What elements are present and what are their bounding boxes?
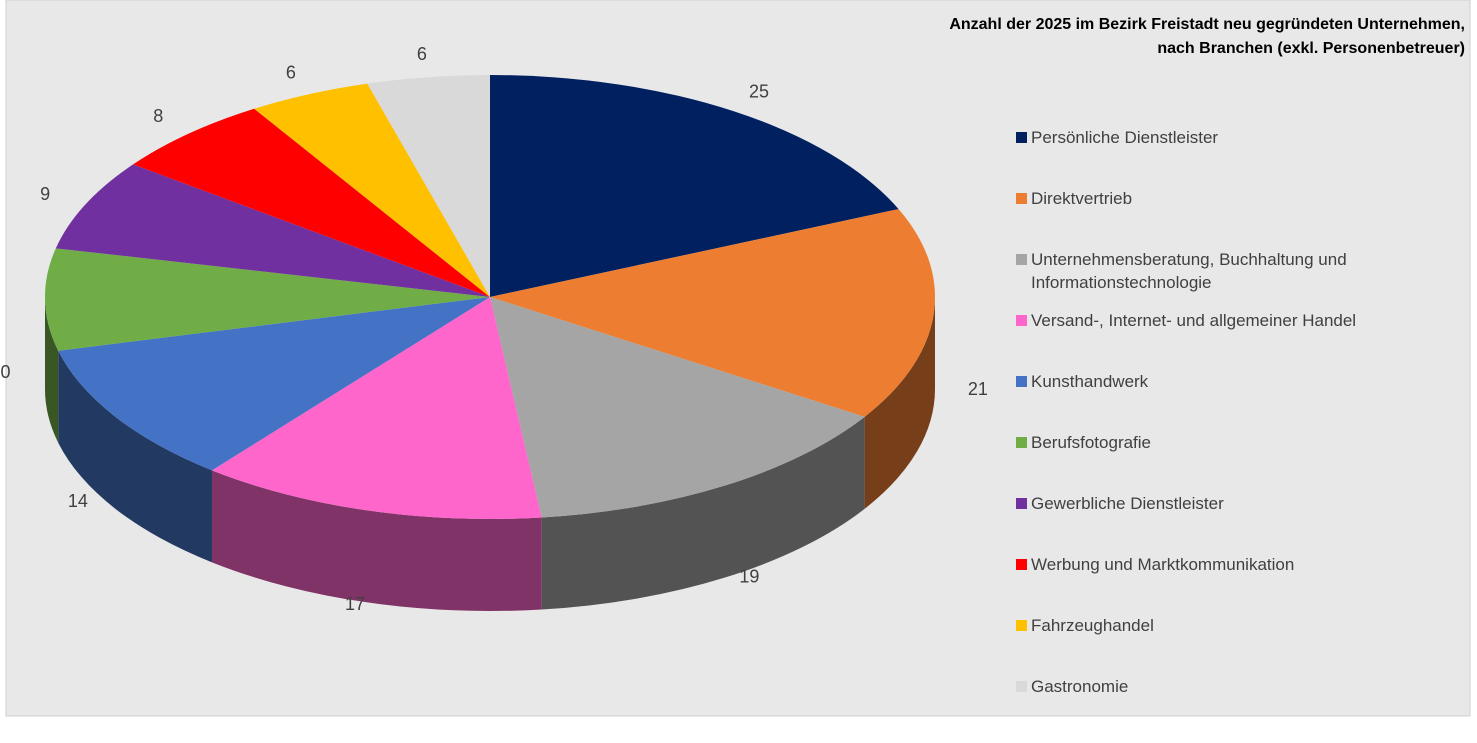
slice [133, 108, 490, 297]
legend-item: Gewerbliche Dienstleister [1016, 492, 1446, 515]
legend-swatch [1016, 681, 1027, 692]
legend-item: Unternehmensberatung, Buchhaltung und In… [1016, 248, 1446, 294]
legend-label: Direktvertrieb [1031, 189, 1133, 208]
slice [490, 75, 899, 297]
slice-side [211, 470, 542, 612]
slice-side [541, 416, 865, 610]
legend-item: Direktvertrieb [1016, 187, 1446, 210]
legend-item: Persönliche Dienstleister [1016, 126, 1446, 149]
legend-label: Versand-, Internet- und allgemeiner Hand… [1031, 311, 1357, 330]
data-label: 21 [968, 379, 988, 399]
legend-swatch [1016, 193, 1027, 204]
data-label: 9 [40, 184, 50, 204]
legend-item: Fahrzeughandel [1016, 614, 1446, 637]
legend-label: Berufsfotografie [1031, 433, 1152, 452]
legend-label: Werbung und Marktkommunikation [1031, 555, 1295, 574]
legend-item: Versand-, Internet- und allgemeiner Hand… [1016, 309, 1446, 332]
data-label: 10 [0, 362, 11, 382]
legend-label: Gewerbliche Dienstleister [1031, 494, 1224, 513]
chart-title: nach Branchen (exkl. Personenbetreuer) [1157, 40, 1465, 57]
legend-swatch [1016, 437, 1027, 448]
legend-item: Berufsfotografie [1016, 431, 1446, 454]
legend-swatch [1016, 620, 1027, 631]
slice [211, 297, 542, 519]
slice [367, 75, 490, 297]
legend-swatch [1016, 498, 1027, 509]
data-label: 6 [417, 44, 427, 64]
data-label: 14 [68, 491, 88, 511]
legend-swatch [1016, 132, 1027, 143]
legend-item: Werbung und Marktkommunikation [1016, 553, 1446, 576]
data-label: 6 [286, 63, 296, 83]
data-label: 25 [749, 82, 769, 102]
legend-item: Kunsthandwerk [1016, 370, 1446, 393]
data-label: 17 [345, 594, 365, 614]
legend-label: Kunsthandwerk [1031, 372, 1149, 391]
legend-label: Fahrzeughandel [1031, 616, 1154, 635]
slice [55, 164, 490, 297]
legend-item: Gastronomie [1016, 675, 1446, 698]
slice [58, 297, 490, 471]
legend-swatch [1016, 376, 1027, 387]
data-label: 19 [739, 566, 759, 586]
legend-label: Gastronomie [1031, 677, 1129, 696]
legend-label: Persönliche Dienstleister [1031, 128, 1219, 147]
slice-side [58, 350, 212, 563]
slice [45, 248, 490, 351]
slice-side [45, 297, 59, 443]
slice [490, 297, 865, 518]
slice [254, 83, 490, 297]
slice-side [864, 297, 935, 509]
legend-label: Unternehmensberatung, Buchhaltung und In… [1031, 250, 1347, 292]
slice [490, 209, 935, 417]
data-label: 8 [153, 106, 163, 126]
legend-swatch [1016, 559, 1027, 570]
chart-title: Anzahl der 2025 im Bezirk Freistadt neu … [949, 16, 1465, 33]
legend-swatch [1016, 315, 1027, 326]
legend-swatch [1016, 254, 1027, 265]
